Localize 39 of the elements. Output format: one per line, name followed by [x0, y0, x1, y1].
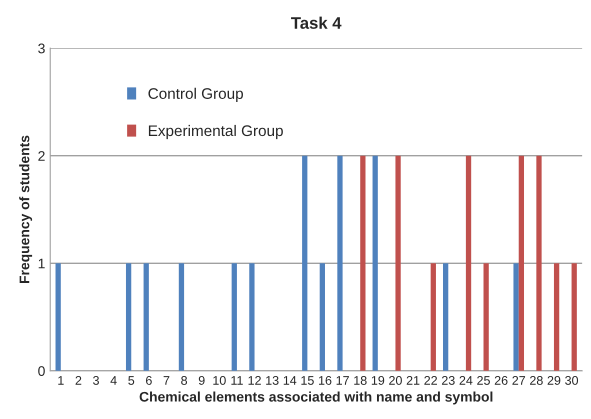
- x-tick-label: 11: [231, 376, 243, 385]
- x-tick-label: 13: [266, 376, 279, 385]
- x-tick-label: 6: [146, 376, 152, 385]
- y-axis-title: Frequency of students: [19, 136, 32, 284]
- x-tick-label: 24: [460, 376, 472, 385]
- x-tick-label: 29: [548, 376, 560, 385]
- x-tick-label: 16: [318, 376, 332, 385]
- x-tick-label: 14: [284, 376, 296, 385]
- x-tick-label: 21: [406, 376, 420, 385]
- x-tick-label: 19: [372, 376, 384, 385]
- y-tick-label: 3: [38, 44, 45, 54]
- x-tick-label: 4: [110, 376, 117, 385]
- x-tick-label: 30: [565, 376, 578, 385]
- chart-title: Task 4: [291, 16, 342, 29]
- x-tick-label: 10: [213, 376, 226, 385]
- x-tick-label: 23: [442, 376, 455, 385]
- legend-label: Control Group: [148, 88, 243, 102]
- x-tick-label: 3: [93, 376, 99, 385]
- x-axis-title: Chemical elements associated with name and symbol: [140, 391, 492, 404]
- x-tick-label: 25: [477, 376, 490, 385]
- x-tick-label: 12: [248, 376, 261, 385]
- y-tick-label: 2: [38, 151, 45, 161]
- x-tick-label: 17: [336, 376, 349, 385]
- y-tick-label: 0: [38, 366, 45, 376]
- x-tick-label: 1: [58, 376, 64, 385]
- x-tick-label: 9: [198, 376, 205, 385]
- x-tick-label: 7: [164, 376, 170, 385]
- x-tick-label: 15: [301, 376, 314, 385]
- legend-label: Experimental Group: [148, 124, 283, 140]
- x-tick-label: 28: [530, 376, 543, 385]
- x-tick-label: 20: [389, 376, 402, 385]
- x-tick-label: 8: [181, 376, 188, 385]
- x-tick-label: 26: [494, 376, 508, 385]
- x-tick-label: 27: [512, 376, 526, 385]
- x-tick-label: 18: [354, 376, 367, 385]
- x-tick-label: 5: [128, 376, 134, 385]
- x-tick-label: 22: [424, 376, 437, 385]
- y-tick-label: 1: [38, 258, 45, 268]
- x-tick-label: 2: [76, 376, 82, 385]
